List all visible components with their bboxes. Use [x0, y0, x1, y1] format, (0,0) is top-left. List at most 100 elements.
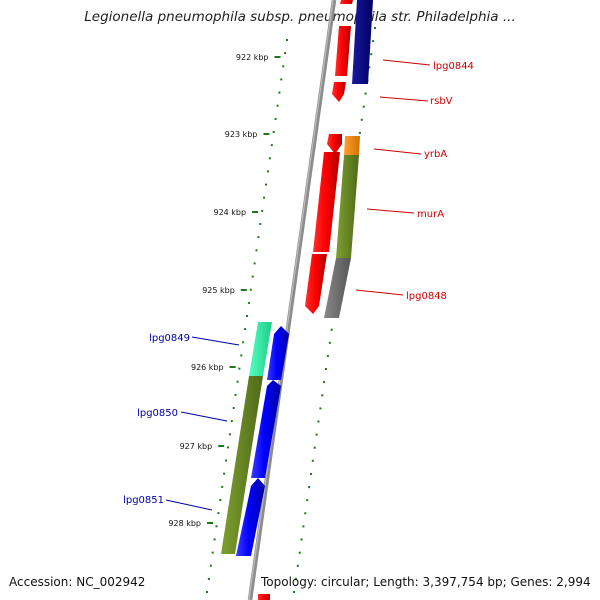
inner-tick-ring [206, 39, 288, 593]
ring-dot [293, 591, 295, 593]
ring-dot [300, 538, 303, 541]
ring-dot [223, 472, 226, 475]
ring-dot [374, 27, 376, 29]
ring-dot [306, 499, 309, 502]
ring-dot [328, 341, 331, 344]
ring-dot [246, 315, 248, 317]
ring-dot [302, 525, 305, 528]
map-title: Legionella pneumophila subsp. pneumophil… [84, 9, 516, 25]
ring-dot [232, 407, 235, 409]
ring-dot [364, 92, 367, 95]
ring-dot [263, 196, 266, 199]
gene-label-lpg0849[interactable]: lpg0849 [149, 333, 190, 344]
ring-dot [251, 275, 254, 278]
gene-label-rsbV[interactable]: rsbV [430, 96, 453, 107]
cog-block-orange [344, 136, 360, 155]
ring-dot [227, 446, 229, 449]
gene-reverse-top [340, 0, 353, 4]
ring-dot [236, 380, 239, 383]
gene-rsbV [332, 82, 346, 102]
ring-dot [358, 131, 361, 134]
kbp-tick-label: 922 kbp [236, 53, 269, 62]
cog-block-grey [324, 258, 351, 318]
ring-dot [267, 170, 269, 173]
ring-dot [372, 40, 375, 43]
ring-dot [265, 183, 267, 186]
ring-dot [330, 328, 333, 331]
kbp-tick-label: 928 kbp [168, 519, 201, 528]
ring-dot [370, 53, 373, 56]
ring-dot [278, 91, 281, 94]
ring-dot [315, 433, 318, 436]
ring-dot [211, 551, 214, 554]
ring-dot [261, 209, 264, 212]
gene-label-murA[interactable]: murA [417, 209, 444, 220]
gene-label-lpg0844[interactable]: lpg0844 [433, 61, 474, 72]
ring-dot [298, 551, 301, 554]
ring-dot [319, 407, 322, 410]
ring-dot [209, 564, 212, 567]
ring-dot [215, 525, 218, 528]
ring-dot [308, 486, 311, 489]
kbp-ticks: 922 kbp 923 kbp 924 kbp 925 kbp 926 kbp 927 k… [168, 53, 281, 528]
gene-reverse-bottom [258, 594, 270, 600]
gene-murA [313, 152, 340, 252]
ring-dot [270, 144, 273, 147]
ring-dot [230, 420, 233, 423]
gene-label-lpg0848[interactable]: lpg0848 [406, 291, 447, 302]
ring-dot [207, 577, 210, 580]
ring-dot [228, 433, 231, 436]
ring-dot [249, 288, 252, 291]
ring-dot [284, 52, 287, 55]
ring-dot [244, 328, 247, 331]
ring-dot [321, 394, 324, 397]
ring-dot [323, 381, 326, 384]
ring-dot [325, 368, 327, 370]
gene-forward-849 [267, 326, 289, 380]
ring-dot [219, 499, 222, 501]
ring-dot [217, 512, 220, 515]
gene-yrbA [327, 134, 342, 154]
genome-backbone-highlight [248, 0, 334, 600]
cog-block-olive-right [336, 155, 359, 258]
ring-dot [225, 459, 227, 462]
kbp-tick-label: 924 kbp [213, 208, 246, 217]
accession-text: Accession: NC_002942 [9, 575, 146, 589]
ring-dot [362, 105, 365, 108]
ring-dot [317, 420, 320, 423]
ring-dot [259, 223, 262, 225]
gene-forward-850 [251, 380, 281, 478]
ring-dot [257, 236, 260, 239]
ring-dot [206, 591, 208, 593]
ring-dot [240, 354, 243, 357]
ring-dot [238, 367, 241, 370]
ring-dot [242, 341, 245, 344]
ring-dot [213, 538, 216, 541]
ring-dot [294, 577, 297, 580]
gene-label-lpg0851[interactable]: lpg0851 [123, 495, 164, 506]
label-leaders [165, 59, 431, 511]
ring-dot [311, 459, 314, 462]
ring-dot [255, 249, 258, 252]
genome-backbone [247, 0, 337, 600]
ring-dot [286, 39, 288, 41]
ring-dot [274, 117, 277, 120]
gene-forward-851 [236, 478, 265, 556]
gene-label-yrbA[interactable]: yrbA [424, 149, 447, 160]
ring-dot [272, 131, 275, 133]
ring-dot [276, 104, 279, 107]
ring-dot [304, 512, 307, 515]
ring-dot [313, 446, 316, 449]
gene-lpg0848 [305, 254, 327, 314]
genome-summary-text: Topology: circular; Length: 3,397,754 bp… [261, 575, 591, 589]
ring-dot [234, 393, 237, 396]
kbp-tick-label: 925 kbp [202, 286, 235, 295]
ring-dot [360, 118, 363, 121]
ring-dot [282, 65, 285, 68]
gene-label-lpg0850[interactable]: lpg0850 [137, 408, 178, 419]
ring-dot [247, 301, 250, 304]
ring-dot [221, 485, 224, 488]
cog-block-teal [249, 322, 272, 376]
kbp-tick-label: 927 kbp [180, 442, 213, 451]
